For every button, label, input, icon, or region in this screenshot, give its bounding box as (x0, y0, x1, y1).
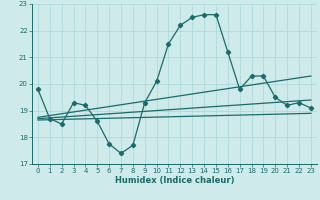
X-axis label: Humidex (Indice chaleur): Humidex (Indice chaleur) (115, 176, 234, 185)
